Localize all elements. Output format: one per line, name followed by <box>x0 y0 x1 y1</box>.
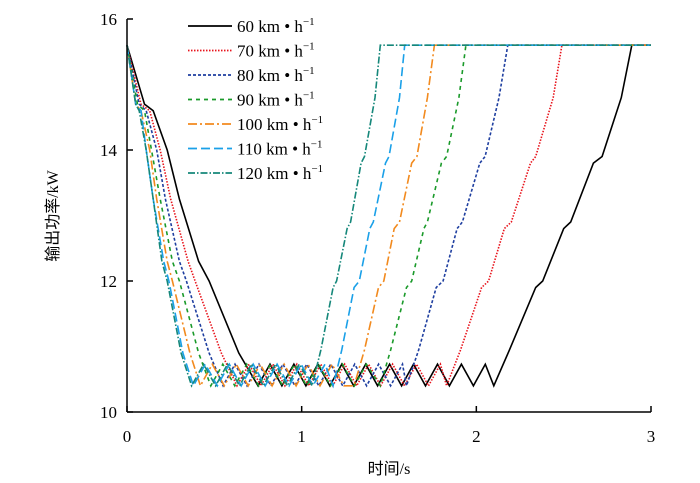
y-tick-label: 12 <box>100 272 117 291</box>
legend-label-text: 90 km • h <box>237 91 303 110</box>
legend-label: 90 km • h−1 <box>237 90 315 110</box>
legend-label-superscript: −1 <box>303 41 315 53</box>
series-line-3 <box>126 44 651 389</box>
legend-item: 70 km • h−1 <box>188 41 315 61</box>
legend-label-superscript: −1 <box>303 16 315 28</box>
legend-label-superscript: −1 <box>311 163 323 175</box>
legend-item: 80 km • h−1 <box>188 65 315 85</box>
y-tick-label: 16 <box>100 10 117 29</box>
legend-label-superscript: −1 <box>311 139 323 151</box>
series-line-6 <box>126 44 651 389</box>
series-line-5 <box>126 44 651 388</box>
legend-item: 100 km • h−1 <box>188 114 323 134</box>
y-tick-label: 14 <box>100 141 118 160</box>
legend-item: 90 km • h−1 <box>188 90 315 110</box>
legend-label-text: 70 km • h <box>237 42 303 61</box>
legend-label-text: 110 km • h <box>237 140 311 159</box>
legend-item: 120 km • h−1 <box>188 163 323 183</box>
x-tick-label: 3 <box>647 427 656 446</box>
legend-label-text: 60 km • h <box>237 17 303 36</box>
legend-label: 70 km • h−1 <box>237 41 315 61</box>
x-tick-label: 0 <box>123 427 132 446</box>
legend-label: 110 km • h−1 <box>237 139 323 159</box>
series-line-1 <box>126 44 651 388</box>
x-axis-label: 时间/s <box>368 460 411 478</box>
legend-label-text: 120 km • h <box>237 164 312 183</box>
legend-label: 120 km • h−1 <box>237 163 323 183</box>
legend-label: 100 km • h−1 <box>237 114 323 134</box>
legend: 60 km • h−170 km • h−180 km • h−190 km •… <box>188 16 323 183</box>
legend-label-text: 100 km • h <box>237 115 312 134</box>
legend-item: 110 km • h−1 <box>188 139 323 159</box>
y-axis-label: 输出功率/kW <box>44 169 62 261</box>
legend-label: 60 km • h−1 <box>237 16 315 36</box>
legend-item: 60 km • h−1 <box>188 16 315 36</box>
legend-label: 80 km • h−1 <box>237 65 315 85</box>
series-lines <box>126 44 651 389</box>
y-tick-label: 10 <box>100 403 117 422</box>
x-tick-label: 1 <box>297 427 306 446</box>
legend-label-text: 80 km • h <box>237 66 303 85</box>
legend-label-superscript: −1 <box>303 65 315 77</box>
x-tick-label: 2 <box>472 427 481 446</box>
legend-label-superscript: −1 <box>303 90 315 102</box>
legend-label-superscript: −1 <box>311 114 323 126</box>
